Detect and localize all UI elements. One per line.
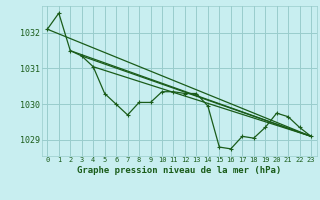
X-axis label: Graphe pression niveau de la mer (hPa): Graphe pression niveau de la mer (hPa)	[77, 166, 281, 175]
